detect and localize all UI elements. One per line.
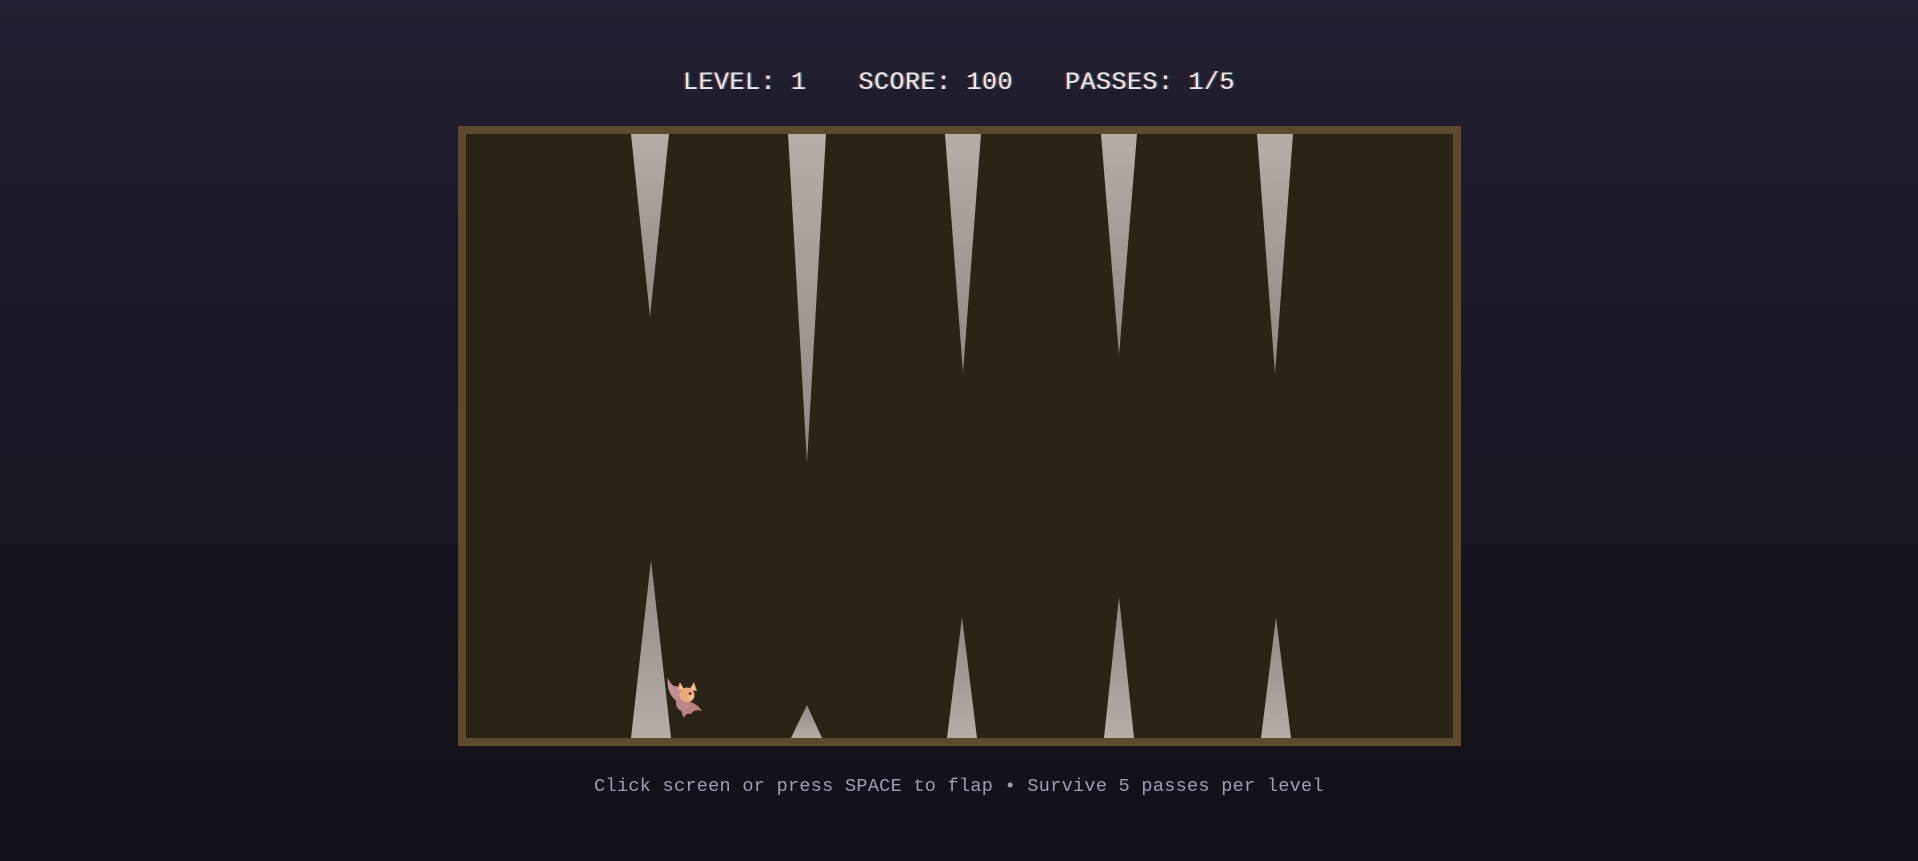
cave-spike (630, 560, 671, 738)
instructions-text: Click screen or press SPACE to flap • Su… (594, 776, 1324, 797)
cave-spike (630, 134, 669, 317)
hud-passes-value: 1/5 (1188, 68, 1236, 97)
hud-level-value: 1 (790, 68, 807, 97)
hud-passes-label: PASSES: (1065, 68, 1174, 97)
cave-spike (787, 134, 826, 463)
cave-spike (1100, 134, 1137, 355)
hud-score: SCORE: 100 (858, 70, 1013, 96)
stalactites-group (630, 134, 1293, 463)
hud-score-label: SCORE: (858, 68, 952, 97)
hud-level-label: LEVEL: (682, 68, 776, 97)
cave-spike (946, 617, 977, 738)
hud-score-value: 100 (966, 68, 1013, 97)
hud-level: LEVEL: 1 (683, 70, 807, 96)
cave-spike (1256, 134, 1293, 374)
cave-spike (790, 705, 822, 738)
cave-spike (1103, 597, 1134, 738)
cave-svg (630, 134, 1293, 738)
stalagmites-group (630, 560, 1291, 738)
game-canvas[interactable] (457, 126, 1461, 746)
hud: LEVEL: 1 SCORE: 100 PASSES: 1/5 (683, 70, 1235, 96)
hud-passes: PASSES: 1/5 (1065, 70, 1235, 96)
cave-spike (1260, 617, 1291, 738)
cave-spike (944, 134, 981, 373)
